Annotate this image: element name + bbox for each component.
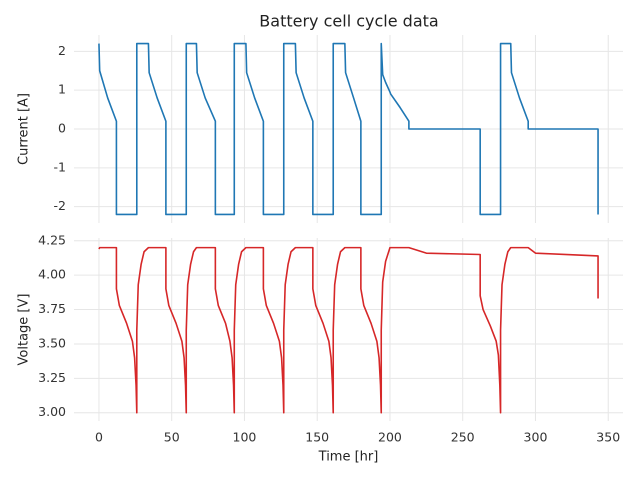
y-axis-label: Voltage [V] (17, 294, 32, 366)
y-tick-label: -2 (54, 198, 66, 213)
y-tick-label: 0 (58, 121, 66, 136)
x-tick-label: 200 (378, 430, 402, 445)
x-tick-label: 150 (305, 430, 329, 445)
y-axis-label: Current [A] (17, 93, 32, 165)
y-tick-label: 4.25 (38, 232, 66, 247)
data-line (98, 42, 599, 216)
y-tick-label: 4.00 (38, 267, 66, 282)
y-tick-label: 2 (58, 43, 66, 58)
x-tick-label: 100 (233, 430, 257, 445)
y-tick-label: -1 (54, 159, 66, 174)
x-tick-label: 250 (451, 430, 475, 445)
y-tick-label: 3.50 (38, 335, 66, 350)
data-line (98, 246, 599, 414)
x-tick-label: 300 (524, 430, 548, 445)
x-axis-label: Time [hr] (318, 450, 379, 465)
y-tick-label: 1 (58, 82, 66, 97)
x-tick-label: 0 (95, 430, 103, 445)
chart-title: Battery cell cycle data (259, 12, 438, 31)
y-tick-label: 3.75 (38, 301, 66, 316)
x-tick-label: 350 (596, 430, 620, 445)
y-tick-label: 3.00 (38, 404, 66, 419)
x-tick-label: 50 (164, 430, 180, 445)
y-tick-label: 3.25 (38, 370, 66, 385)
